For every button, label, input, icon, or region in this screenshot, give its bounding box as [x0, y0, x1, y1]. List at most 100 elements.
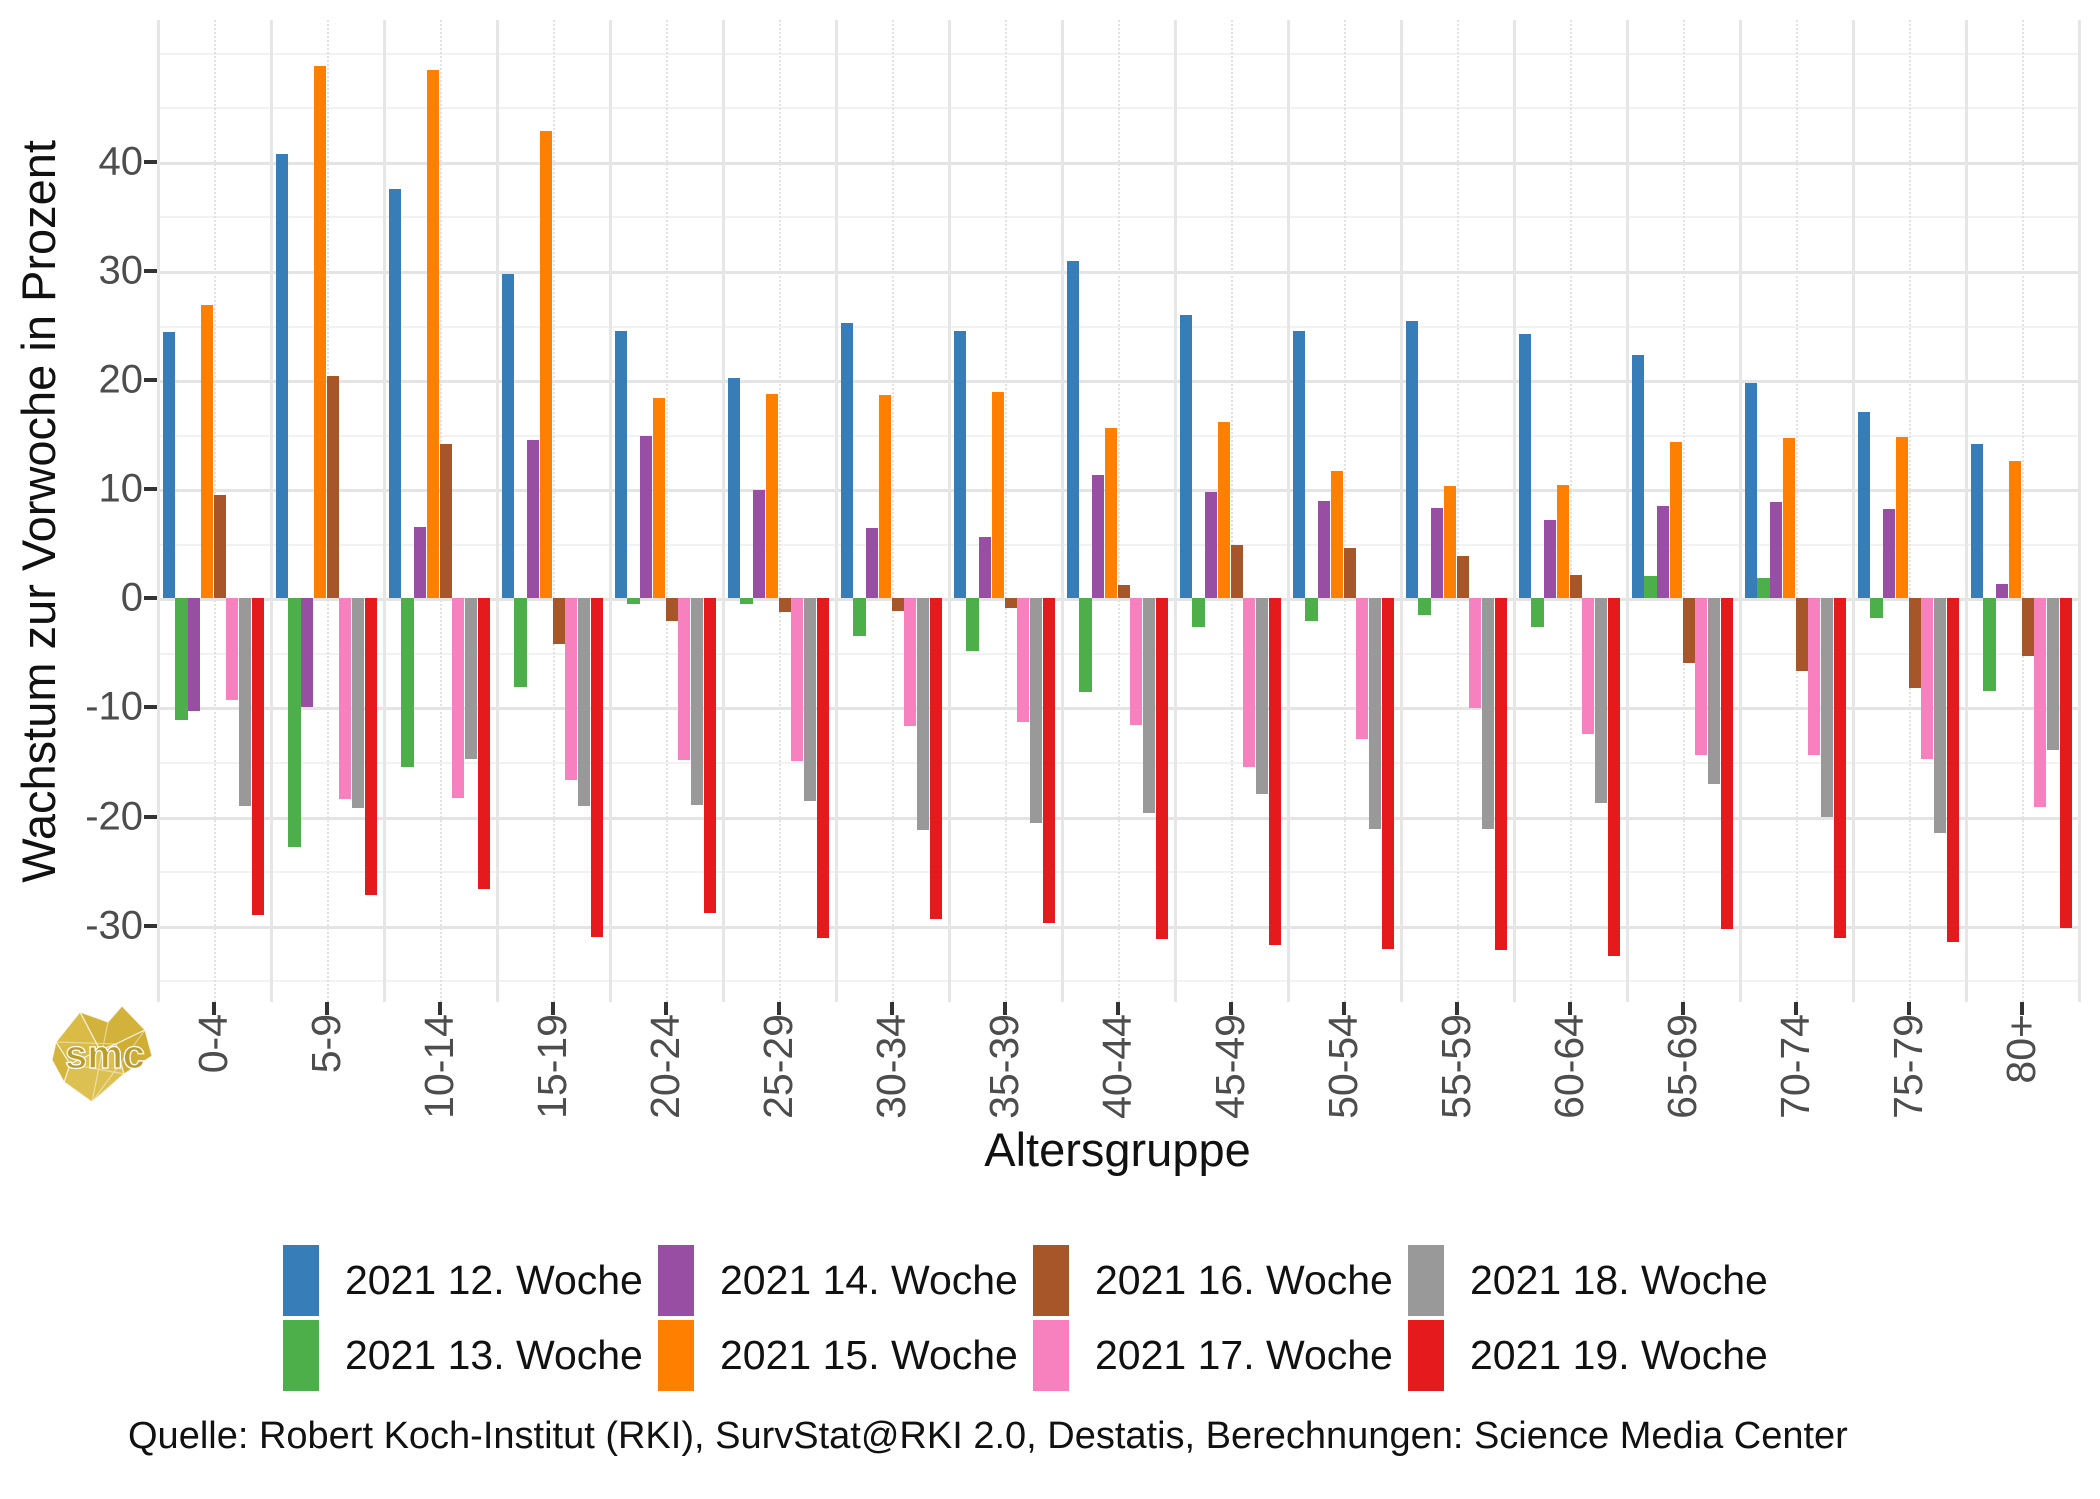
gridline-vertical: [1174, 20, 1177, 1002]
legend: 2021 12. Woche 2021 13. Woche 2021 14. Woc…: [283, 1243, 1783, 1393]
gridline-vertical-minor: [1456, 20, 1459, 1002]
x-tick-mark: [1567, 1002, 1572, 1015]
x-tick-label-10-14: 10-14: [416, 1014, 462, 1119]
y-tick-mark: [144, 378, 157, 383]
x-tick-mark: [211, 1002, 216, 1015]
x-tick-label-35-39: 35-39: [981, 1014, 1027, 1119]
bar-2021-19-Woche-45-49: [1268, 598, 1281, 946]
source-credit: Quelle: Robert Koch-Institut (RKI), Surv…: [128, 1415, 1848, 1457]
gridline-vertical: [609, 20, 612, 1002]
y-tick-mark: [144, 159, 157, 164]
gridline-vertical: [1287, 20, 1290, 1002]
x-tick-mark: [1341, 1002, 1346, 1015]
bar-2021-14-Woche-30-34: [866, 528, 879, 599]
legend-label: 2021 17. Woche: [1095, 1332, 1393, 1378]
bar-2021-16-Woche-35-39: [1004, 598, 1017, 609]
bar-2021-17-Woche-35-39: [1017, 598, 1030, 722]
bar-2021-16-Woche-30-34: [891, 598, 904, 612]
bar-2021-19-Woche-15-19: [590, 598, 603, 937]
bar-2021-19-Woche-60-64: [1607, 598, 1620, 957]
legend-item: 2021 16. Woche: [1033, 1243, 1408, 1318]
bar-2021-15-Woche-40-44: [1104, 428, 1117, 599]
x-tick-mark: [2019, 1002, 2024, 1015]
gridline-vertical-minor: [665, 20, 668, 1002]
bar-2021-19-Woche-75-79: [1946, 598, 1959, 942]
bar-2021-12-Woche-25-29: [727, 377, 740, 599]
bar-2021-12-Woche-45-49: [1179, 314, 1192, 599]
plot-panel: [157, 20, 2081, 1002]
y-axis-title-box: Wachstum zur Vorwoche in Prozent: [8, 20, 68, 1002]
legend-item: 2021 17. Woche: [1033, 1318, 1408, 1393]
bar-2021-15-Woche-15-19: [539, 131, 552, 599]
bar-2021-18-Woche-75-79: [1933, 598, 1947, 833]
bar-2021-12-Woche-50-54: [1292, 330, 1305, 599]
bar-2021-17-Woche-50-54: [1356, 598, 1369, 740]
bar-2021-14-Woche-80+: [1996, 584, 2009, 599]
x-tick-label-50-54: 50-54: [1320, 1014, 1366, 1119]
bar-2021-17-Woche-10-14: [452, 598, 465, 798]
bar-2021-19-Woche-35-39: [1042, 598, 1055, 924]
x-tick-mark: [1906, 1002, 1911, 1015]
bar-2021-17-Woche-55-59: [1469, 598, 1482, 709]
bar-2021-14-Woche-0-4: [188, 598, 201, 711]
x-tick-mark: [550, 1002, 555, 1015]
bar-2021-15-Woche-10-14: [426, 70, 439, 599]
gridline-vertical-minor: [891, 20, 894, 1002]
bar-2021-19-Woche-5-9: [364, 598, 377, 896]
bar-2021-13-Woche-80+: [1983, 598, 1996, 692]
bar-2021-17-Woche-75-79: [1921, 598, 1934, 759]
bar-2021-13-Woche-0-4: [175, 598, 188, 721]
bar-2021-15-Woche-0-4: [200, 304, 213, 599]
bar-2021-19-Woche-25-29: [816, 598, 829, 938]
bar-2021-14-Woche-5-9: [301, 598, 314, 708]
x-tick-mark: [663, 1002, 668, 1015]
legend-label: 2021 18. Woche: [1470, 1257, 1768, 1303]
gridline-vertical: [383, 20, 386, 1002]
x-tick-mark: [1680, 1002, 1685, 1015]
gridline-vertical-minor: [1230, 20, 1233, 1002]
bar-2021-13-Woche-65-69: [1644, 576, 1657, 599]
gridline-vertical-minor: [1569, 20, 1572, 1002]
x-tick-label-40-44: 40-44: [1094, 1014, 1140, 1119]
bar-2021-15-Woche-80+: [2008, 460, 2021, 599]
x-tick-label-60-64: 60-64: [1546, 1014, 1592, 1119]
gridline-vertical-minor: [1343, 20, 1346, 1002]
gridline-vertical: [270, 20, 273, 1002]
bar-2021-16-Woche-45-49: [1230, 544, 1243, 599]
bar-2021-13-Woche-70-74: [1757, 577, 1770, 599]
gridline-vertical: [1061, 20, 1064, 1002]
bar-2021-16-Woche-15-19: [552, 598, 565, 645]
bar-2021-18-Woche-50-54: [1368, 598, 1382, 829]
bar-2021-12-Woche-20-24: [614, 330, 627, 599]
bar-2021-18-Woche-25-29: [803, 598, 817, 802]
bar-2021-16-Woche-0-4: [213, 494, 226, 599]
gridline-vertical-minor: [1908, 20, 1911, 1002]
y-tick-mark: [144, 923, 157, 928]
bar-2021-12-Woche-30-34: [840, 323, 853, 599]
bar-2021-17-Woche-80+: [2034, 598, 2047, 807]
gridline-vertical: [2078, 20, 2081, 1002]
bar-2021-12-Woche-70-74: [1744, 383, 1757, 599]
bar-2021-15-Woche-30-34: [878, 395, 891, 599]
bar-2021-18-Woche-35-39: [1029, 598, 1043, 824]
bar-2021-14-Woche-55-59: [1431, 507, 1444, 599]
bar-2021-19-Woche-70-74: [1833, 598, 1846, 938]
bar-2021-18-Woche-80+: [2046, 598, 2060, 750]
legend-column: 2021 16. Woche 2021 17. Woche: [1033, 1243, 1408, 1393]
bar-2021-15-Woche-70-74: [1782, 437, 1795, 599]
bar-2021-14-Woche-20-24: [640, 435, 653, 599]
x-tick-mark: [776, 1002, 781, 1015]
bar-2021-16-Woche-40-44: [1117, 585, 1130, 599]
legend-swatch-icon: [1408, 1320, 1444, 1391]
legend-label: 2021 15. Woche: [720, 1332, 1018, 1378]
bar-2021-13-Woche-25-29: [740, 598, 753, 604]
gridline-vertical: [1513, 20, 1516, 1002]
bar-2021-18-Woche-5-9: [351, 598, 365, 808]
bar-2021-16-Woche-25-29: [778, 598, 791, 613]
bar-2021-14-Woche-75-79: [1883, 508, 1896, 599]
gridline-vertical: [157, 20, 160, 1002]
bar-2021-15-Woche-75-79: [1895, 436, 1908, 599]
y-tick-mark: [144, 705, 157, 710]
bar-2021-17-Woche-25-29: [791, 598, 804, 761]
gridline-vertical-minor: [2021, 20, 2024, 1002]
